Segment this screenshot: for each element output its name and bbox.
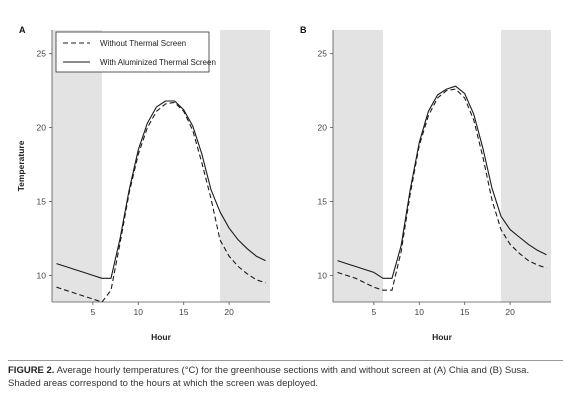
chart-panel-b: 10 15 20 25 5 10 15 20 B Hour <box>300 25 551 342</box>
legend: Without Thermal Screen With Aluminized Th… <box>55 31 216 73</box>
panel-label: A <box>19 25 26 35</box>
caption-text: Average hourly temperatures (°C) for the… <box>8 365 530 389</box>
y-tick-label: 20 <box>37 123 47 133</box>
legend-label: With Aluminized Thermal Screen <box>100 58 216 67</box>
x-axis-title: Hour <box>432 332 453 342</box>
x-tick-label: 15 <box>179 307 189 317</box>
x-tick-label: 15 <box>460 307 470 317</box>
y-tick-label: 25 <box>37 49 47 59</box>
shaded-region-1 <box>52 30 102 302</box>
y-tick-label: 15 <box>37 196 47 206</box>
x-tick-label: 10 <box>415 307 425 317</box>
x-tick-label: 20 <box>224 307 234 317</box>
x-tick-label: 5 <box>372 307 377 317</box>
legend-box <box>55 31 210 73</box>
series-line-with-screen <box>337 85 547 279</box>
y-axis-title: Temperature <box>16 140 26 191</box>
y-tick-label: 15 <box>318 196 328 206</box>
x-tick-label: 20 <box>505 307 515 317</box>
figure-caption: FIGURE 2. Average hourly temperatures (°… <box>8 360 563 390</box>
y-tick-label: 10 <box>37 270 47 280</box>
legend-label: Without Thermal Screen <box>100 39 186 48</box>
shaded-region-2 <box>501 30 551 302</box>
x-tick-label: 10 <box>134 307 144 317</box>
x-tick-label: 5 <box>91 307 96 317</box>
chart-panel-a: 10 15 20 25 5 10 15 20 A Hour Temperature Without T… <box>16 25 270 342</box>
panel-label: B <box>300 25 307 35</box>
x-axis-title: Hour <box>151 332 172 342</box>
y-tick-label: 20 <box>318 123 328 133</box>
y-tick-label: 25 <box>318 49 328 59</box>
y-tick-label: 10 <box>318 270 328 280</box>
series-line-without-screen <box>56 101 266 303</box>
shaded-region-1 <box>333 30 383 302</box>
series-line-with-screen <box>56 100 266 279</box>
shaded-region-2 <box>220 30 270 302</box>
caption-label: FIGURE 2. <box>8 365 55 376</box>
